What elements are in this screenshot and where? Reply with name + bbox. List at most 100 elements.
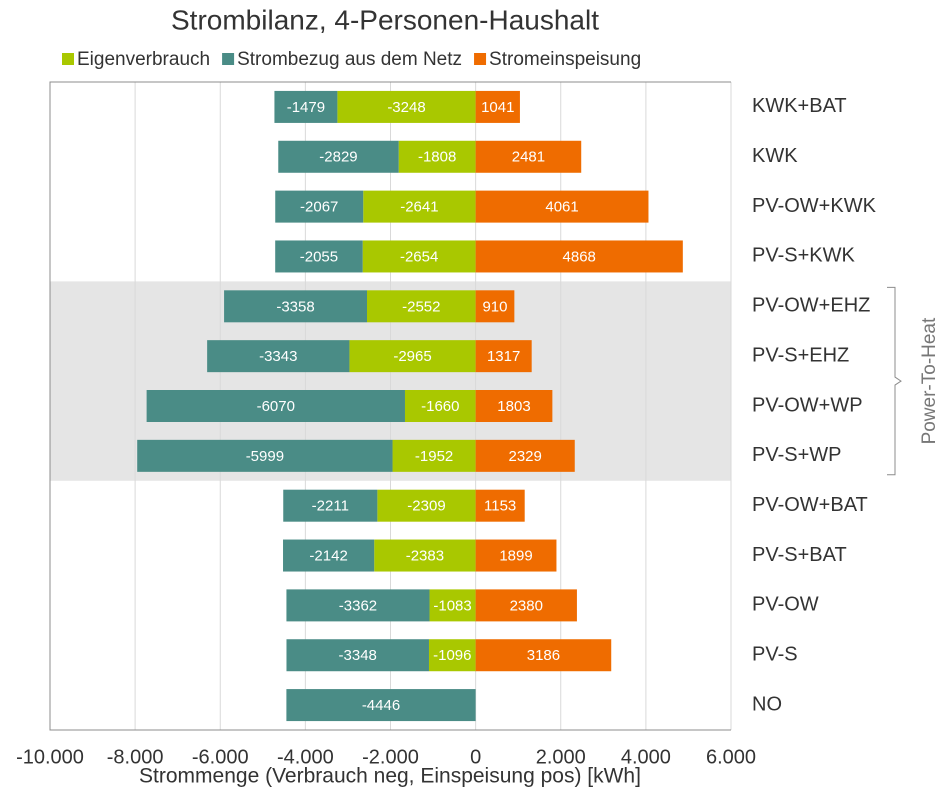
value-label: -2309 bbox=[407, 498, 445, 515]
value-label: 4868 bbox=[563, 248, 596, 265]
bar bbox=[146, 390, 405, 422]
value-label: -1660 bbox=[421, 398, 459, 415]
bar bbox=[475, 390, 553, 422]
bar bbox=[392, 439, 476, 472]
chart-title: Strombilanz, 4-Personen-Haushalt bbox=[171, 4, 599, 35]
value-label: 1041 bbox=[481, 99, 514, 116]
bar bbox=[374, 539, 476, 572]
bar bbox=[349, 340, 476, 373]
x-tick-label: 0 bbox=[470, 746, 481, 768]
x-tick-label: -6.000 bbox=[192, 746, 249, 768]
bar bbox=[286, 689, 476, 722]
value-label: 2380 bbox=[510, 597, 543, 614]
value-label: -2654 bbox=[400, 248, 438, 265]
bar bbox=[475, 140, 582, 173]
category-label: NO bbox=[752, 693, 782, 715]
bar bbox=[475, 240, 683, 273]
value-label: -2067 bbox=[300, 199, 338, 216]
bar bbox=[278, 140, 399, 173]
bar bbox=[286, 589, 430, 622]
legend-label: Eigenverbrauch bbox=[77, 49, 210, 70]
category-label: PV-OW+EHZ bbox=[752, 295, 870, 317]
value-label: -4446 bbox=[362, 697, 400, 714]
bar bbox=[475, 589, 577, 622]
annotation: Power-To-Heat bbox=[919, 317, 940, 444]
bar bbox=[377, 489, 476, 522]
bar bbox=[224, 290, 368, 323]
value-label: -2965 bbox=[393, 348, 431, 365]
legend-label: Stromeinspeisung bbox=[489, 49, 641, 70]
x-tick-label: -8.000 bbox=[107, 746, 164, 768]
value-label: -3343 bbox=[259, 348, 297, 365]
value-label: 4061 bbox=[545, 199, 578, 216]
category-label: KWK bbox=[752, 145, 798, 167]
value-label: -2552 bbox=[402, 298, 440, 315]
bar bbox=[475, 290, 515, 323]
category-label: PV-S bbox=[752, 644, 798, 666]
bar bbox=[428, 639, 476, 672]
category-label: PV-S+WP bbox=[752, 444, 841, 466]
value-label: -2641 bbox=[400, 199, 438, 216]
value-label: -2383 bbox=[406, 548, 444, 565]
bar bbox=[475, 439, 575, 472]
bar bbox=[337, 90, 476, 123]
category-label: PV-OW+WP bbox=[752, 394, 863, 416]
bar bbox=[286, 639, 429, 672]
bar bbox=[363, 190, 476, 223]
bar bbox=[475, 90, 520, 123]
legend-swatch bbox=[62, 53, 74, 65]
x-tick-label: 2.000 bbox=[536, 746, 586, 768]
value-label: 1153 bbox=[484, 498, 516, 515]
bar bbox=[475, 190, 649, 223]
value-label: -5999 bbox=[246, 448, 284, 465]
bar bbox=[275, 240, 363, 273]
value-label: 2481 bbox=[512, 149, 545, 166]
x-tick-label: -2.000 bbox=[362, 746, 419, 768]
bar bbox=[362, 240, 476, 273]
value-label: 2329 bbox=[509, 448, 542, 465]
value-label: -3362 bbox=[339, 597, 377, 614]
value-label: 910 bbox=[482, 298, 507, 315]
category-label: PV-OW bbox=[752, 594, 819, 616]
category-label: KWK+BAT bbox=[752, 95, 847, 117]
category-label: PV-OW+BAT bbox=[752, 494, 868, 516]
bar bbox=[137, 439, 393, 472]
value-label: -3348 bbox=[339, 647, 377, 664]
legend-swatch bbox=[474, 53, 487, 65]
value-label: -2829 bbox=[319, 149, 357, 166]
bar bbox=[475, 539, 557, 572]
bar bbox=[404, 390, 476, 422]
bar bbox=[475, 489, 525, 522]
value-label: -6070 bbox=[257, 398, 295, 415]
bar bbox=[207, 340, 350, 373]
value-label: -1479 bbox=[287, 99, 325, 116]
x-tick-label: 4.000 bbox=[621, 746, 671, 768]
value-label: -1808 bbox=[418, 149, 456, 166]
category-label: PV-S+KWK bbox=[752, 245, 855, 267]
value-label: -3248 bbox=[387, 99, 425, 116]
value-label: -3358 bbox=[276, 298, 314, 315]
bar bbox=[283, 539, 375, 572]
bar bbox=[275, 190, 364, 223]
value-label: 1317 bbox=[487, 348, 520, 365]
bar bbox=[475, 639, 612, 672]
value-label: -2055 bbox=[300, 248, 338, 265]
value-label: -1083 bbox=[433, 597, 471, 614]
value-label: -2142 bbox=[309, 548, 347, 565]
value-label: 1899 bbox=[499, 548, 532, 565]
bar bbox=[367, 290, 476, 323]
bracket bbox=[887, 286, 902, 476]
category-label: PV-S+EHZ bbox=[752, 344, 849, 366]
bar bbox=[429, 589, 476, 622]
value-label: 1803 bbox=[497, 398, 530, 415]
legend-swatch bbox=[222, 53, 235, 65]
value-label: -2211 bbox=[312, 498, 349, 515]
value-label: -1096 bbox=[433, 647, 471, 664]
bar bbox=[274, 90, 338, 123]
x-tick-label: -10.000 bbox=[16, 746, 84, 768]
category-label: PV-S+BAT bbox=[752, 544, 847, 566]
bar bbox=[283, 489, 378, 522]
x-tick-label: -4.000 bbox=[277, 746, 334, 768]
value-label: -1952 bbox=[415, 448, 453, 465]
